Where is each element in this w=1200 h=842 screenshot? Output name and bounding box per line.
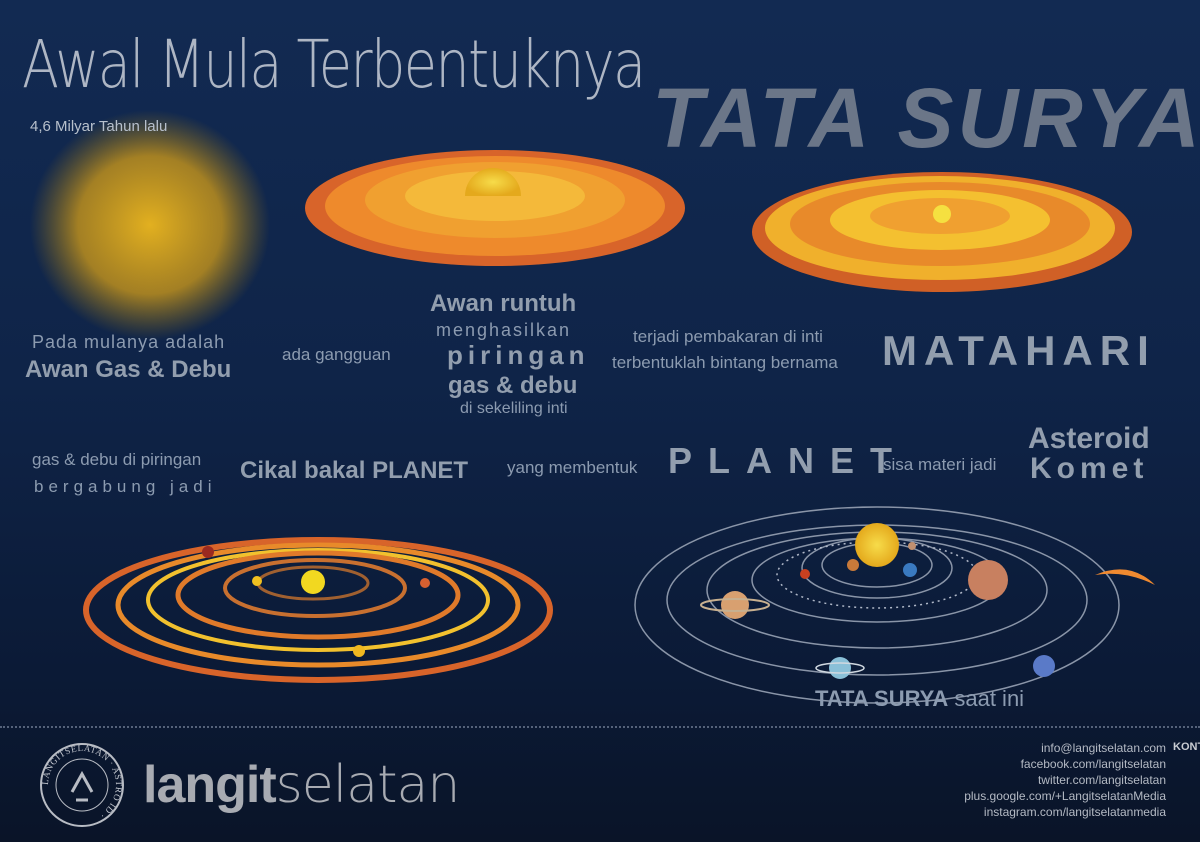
contact-instagram[interactable]: instagram.com/langitselatanmedia	[983, 805, 1166, 819]
contact-googleplus[interactable]: plus.google.com/+LangitselatanMedia	[964, 789, 1166, 803]
step3-heading: Awan runtuh	[430, 290, 577, 317]
step6-text: yang membentuk	[507, 458, 638, 477]
step7-text: sisa materi jadi	[883, 455, 997, 474]
langitselatan-logo: LANGITSELATAN · ASTRO ID ·	[40, 743, 124, 827]
disk-with-sun	[752, 172, 1132, 292]
step1-text: Pada mulanya adalah	[32, 332, 226, 352]
solar-system	[634, 506, 1155, 704]
step3-note: di sekeliling inti	[460, 400, 568, 417]
contact-email[interactable]: info@langitselatan.com	[1041, 741, 1166, 755]
step5-text: gas & debu di piringan	[32, 450, 202, 469]
brand-light: selatan	[275, 755, 461, 815]
step3-gas: gas & debu	[448, 372, 578, 399]
step4-text: terjadi pembakaran di inti	[633, 327, 823, 346]
contact-list: info@langitselatan.com facebook.com/lang…	[964, 740, 1166, 820]
subtitle: 4,6 Milyar Tahun lalu	[30, 118, 168, 135]
gas-cloud	[30, 110, 270, 340]
page-title-emphasis: TATA SURYA	[652, 71, 1200, 165]
logo-text: LANGITSELATAN · ASTRO ID ·	[40, 743, 124, 821]
step5-heading: Cikal bakal PLANET	[240, 457, 469, 484]
step4-text-2: terbentuklah bintang bernama	[612, 353, 838, 372]
brand-bold: langit	[143, 756, 277, 814]
step2-text: ada gangguan	[282, 345, 391, 364]
step3-text: menghasilkan	[436, 320, 572, 340]
step4-heading: MATAHARI	[882, 327, 1156, 374]
step7-asteroid: Asteroid	[1028, 422, 1150, 455]
collapsing-disk	[305, 150, 685, 266]
final-caption: TATA SURYA saat ini	[815, 686, 1024, 712]
contact-twitter[interactable]: twitter.com/langitselatan	[1037, 773, 1166, 787]
protoplanetary-disk	[83, 537, 553, 683]
final-caption-rest: saat ini	[954, 686, 1025, 711]
contact-label: KONTAK	[1173, 740, 1200, 754]
final-caption-bold: TATA SURYA	[815, 686, 949, 711]
brand-wordmark: langitselatan	[143, 755, 461, 815]
step5-text-2: bergabung jadi	[34, 477, 217, 496]
step6-heading: PLANET	[668, 440, 908, 481]
page-title: Awal Mula Terbentuknya	[22, 26, 646, 103]
contact-facebook[interactable]: facebook.com/langitselatan	[1020, 757, 1166, 771]
step1-heading: Awan Gas & Debu	[25, 356, 232, 383]
divider	[0, 726, 1200, 728]
step7-comet: Komet	[1030, 452, 1149, 485]
step3-disk: piringan	[447, 340, 590, 370]
